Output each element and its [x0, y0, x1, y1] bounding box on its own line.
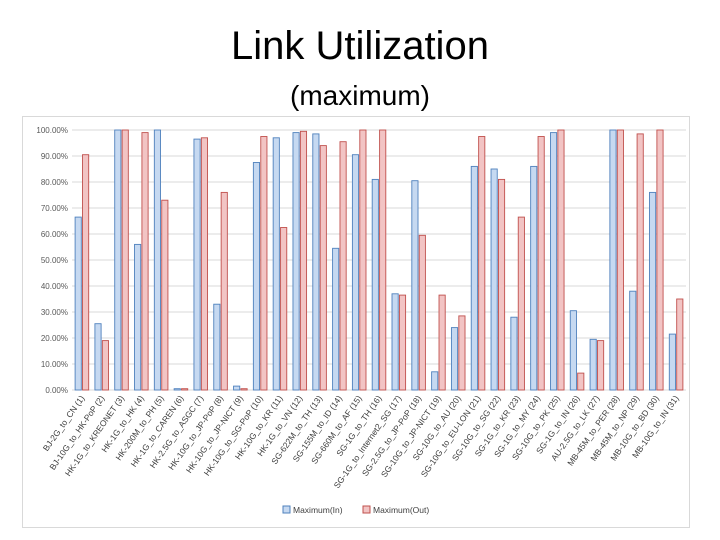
bar-out [359, 129, 367, 391]
bar-out [82, 154, 90, 391]
bar-in [114, 129, 122, 391]
bar-out [280, 227, 288, 391]
bar-out [299, 130, 308, 391]
legend: Maximum(In) Maximum(Out) [282, 505, 429, 515]
y-tick-label: 50.00% [41, 256, 68, 265]
bar-in [173, 388, 181, 391]
bar-in [411, 180, 419, 391]
bar-in [74, 216, 82, 391]
bar-in [391, 293, 399, 391]
slide-title: Link Utilization [231, 24, 489, 68]
bar-out [161, 199, 169, 391]
y-tick-label: 70.00% [41, 204, 68, 213]
y-tick-label: 80.00% [41, 178, 68, 187]
bar-in [530, 165, 538, 391]
bar-out [398, 294, 407, 391]
bar-out [478, 136, 486, 391]
bar-in [332, 247, 340, 391]
bar-out [260, 136, 268, 391]
bar-out [121, 129, 129, 391]
y-tick-label: 60.00% [41, 230, 68, 239]
bar-out [101, 340, 109, 391]
bar-out [418, 234, 426, 391]
bar-out [636, 133, 644, 391]
bar-out [497, 178, 506, 391]
bar-in [272, 137, 280, 391]
bar-in [213, 303, 221, 391]
bar-in [649, 191, 657, 391]
y-tick-label: 100.00% [36, 126, 68, 135]
bar-in [629, 290, 637, 391]
legend-label-out: Maximum(Out) [373, 505, 429, 515]
x-axis-labels: BJ-2G_to_CN (1)BJ-10G_to_HK-PoP (2)HK-1G… [41, 393, 681, 490]
legend-swatch-in [282, 505, 291, 514]
bar-out [181, 388, 189, 391]
bar-out [438, 294, 446, 391]
bar-in [233, 385, 241, 391]
bar-out [339, 141, 347, 391]
bar-out [656, 129, 664, 391]
bar-in [312, 133, 320, 391]
bar-in [371, 178, 379, 391]
y-tick-label: 20.00% [41, 334, 68, 343]
bar-in [609, 129, 617, 391]
y-tick-label: 10.00% [41, 360, 68, 369]
bar-in [431, 371, 439, 391]
bar-out [319, 145, 327, 391]
bar-in [450, 327, 459, 391]
bar-out [200, 137, 208, 391]
y-tick-label: 90.00% [41, 152, 68, 161]
bar-in [94, 323, 102, 391]
bar-in [193, 138, 201, 391]
bar-out [240, 388, 248, 391]
bar-out [141, 132, 149, 391]
legend-label-in: Maximum(In) [293, 505, 343, 515]
bar-out [597, 340, 605, 391]
bar-out [676, 298, 684, 391]
bar-in [292, 132, 300, 391]
bar-in [510, 316, 518, 391]
slide-subtitle: (maximum) [290, 80, 430, 111]
bar-out [517, 216, 525, 391]
bar-in [351, 154, 360, 391]
bar-out [458, 315, 466, 391]
bar-in [668, 333, 676, 391]
bar-in [470, 165, 478, 391]
bar-out [220, 191, 228, 391]
y-tick-label: 40.00% [41, 282, 68, 291]
bar-in [589, 338, 597, 391]
bar-in [569, 310, 577, 391]
bar-in [490, 168, 498, 391]
y-tick-label: 30.00% [41, 308, 68, 317]
bar-in [252, 162, 261, 391]
bar-out [616, 129, 624, 391]
bar-out [537, 136, 545, 391]
bar-in [550, 132, 558, 391]
y-tick-label: 0.00% [45, 386, 68, 395]
bar-out [577, 372, 585, 391]
bar-out [557, 129, 565, 391]
bar-out [379, 129, 387, 391]
legend-swatch-out [362, 505, 371, 514]
bar-in [153, 129, 161, 391]
bar-in [134, 243, 142, 391]
bars [74, 129, 684, 391]
y-axis-ticks: 0.00% 10.00% 20.00% 30.00% 40.00% 50.00% 60.00… [36, 126, 68, 395]
